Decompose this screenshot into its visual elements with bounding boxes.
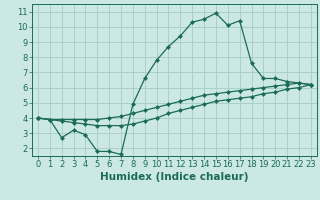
X-axis label: Humidex (Indice chaleur): Humidex (Indice chaleur) [100,172,249,182]
